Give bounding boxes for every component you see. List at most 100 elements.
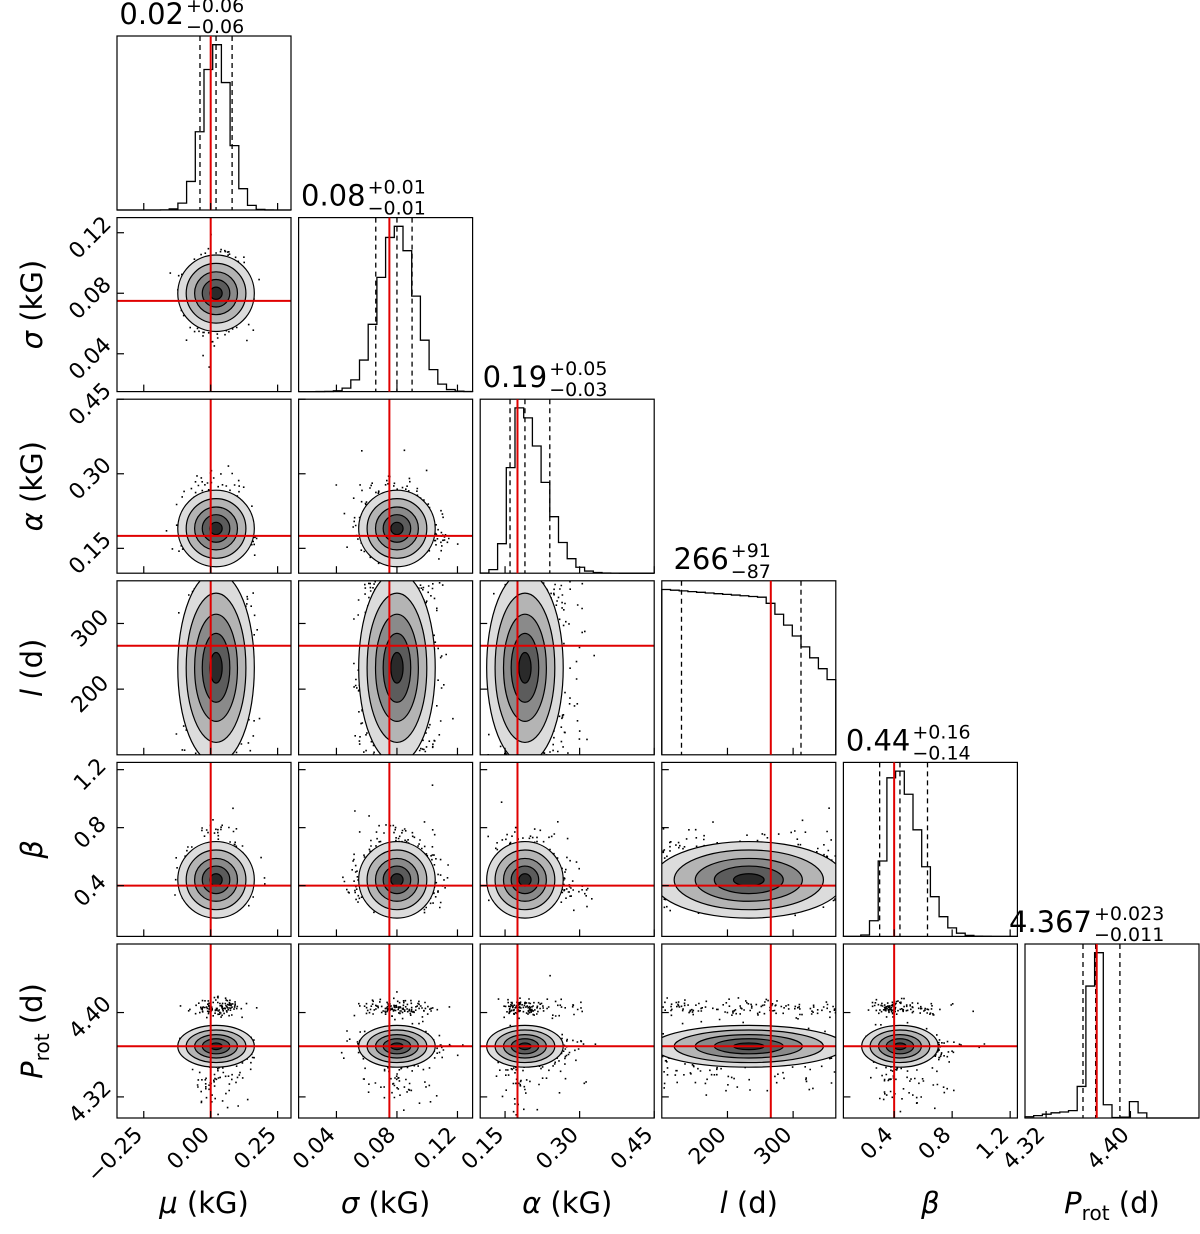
panel-frame xyxy=(661,761,837,938)
title-l: 266 xyxy=(673,542,728,576)
x-tick-label-prot: 4.32 xyxy=(998,1123,1050,1175)
panel-frame xyxy=(479,943,655,1119)
panel-frame xyxy=(116,35,292,211)
x-tick-label-alpha: 0.15 xyxy=(457,1123,509,1175)
y-axis-label-beta: β xyxy=(15,840,49,860)
panel-frame xyxy=(1024,943,1200,1119)
scatter-panel-alpha-l xyxy=(479,580,655,756)
panel-frame xyxy=(298,943,474,1119)
scatter-panel-sigma-beta xyxy=(298,761,474,938)
histogram-l xyxy=(661,588,837,755)
scatter-panel-mu-l xyxy=(116,580,292,756)
scatter-panel-l-beta xyxy=(661,761,837,938)
histogram-prot xyxy=(1024,952,1199,1119)
title-alpha: 0.19 xyxy=(483,360,548,394)
x-axis-label-sigma: σ (kG) xyxy=(341,1186,431,1220)
x-axis-label-beta: β xyxy=(920,1186,940,1220)
hist-panel-alpha: 0.19 +0.05−0.03 xyxy=(479,358,655,574)
contour-level-5 xyxy=(390,521,404,536)
contour-level-5 xyxy=(209,873,223,887)
scatter-panel-sigma-alpha xyxy=(298,398,474,574)
panel-frame xyxy=(116,217,292,393)
scatter-panel-alpha-prot xyxy=(479,943,655,1119)
title-plus-alpha: +0.05 xyxy=(549,358,607,380)
y-tick-label-beta: 0.4 xyxy=(69,870,111,912)
hist-panel-mu: 0.02 +0.06−0.06 xyxy=(116,0,292,211)
panel-frame xyxy=(116,398,292,574)
panel-frame xyxy=(842,761,1019,938)
panel-frame xyxy=(479,580,655,756)
panel-frame xyxy=(298,761,474,938)
contour-level-5 xyxy=(209,521,223,536)
title-minus-prot: −0.011 xyxy=(1094,924,1164,946)
x-axis-label-alpha: α (kG) xyxy=(522,1186,612,1220)
title-minus-beta: −0.14 xyxy=(912,742,970,764)
hist-panel-prot: 4.367 +0.023−0.011 xyxy=(1009,903,1200,1119)
contour-level-5 xyxy=(518,651,532,684)
y-tick-label-prot: 4.32 xyxy=(64,1076,116,1128)
x-axis-label-mu: μ (kG) xyxy=(158,1186,249,1220)
scatter-panel-mu-prot xyxy=(116,943,292,1119)
scatter-panel-sigma-prot xyxy=(298,943,474,1119)
scatter-panel-l-prot xyxy=(661,943,837,1119)
panel-frame xyxy=(116,943,292,1119)
y-tick-label-alpha: 0.30 xyxy=(64,453,116,505)
panel-frame xyxy=(298,398,474,574)
panel-frame xyxy=(661,943,837,1119)
x-tick-label-l: 300 xyxy=(750,1123,797,1170)
y-tick-label-l: 200 xyxy=(67,671,114,718)
panel-frame xyxy=(298,580,474,756)
title-sigma: 0.08 xyxy=(301,179,366,213)
scatter-panel-mu-alpha xyxy=(116,398,292,574)
y-axis-label-alpha: α (kG) xyxy=(15,441,49,531)
title-minus-sigma: −0.01 xyxy=(368,198,426,220)
title-plus-sigma: +0.01 xyxy=(368,177,426,199)
x-tick-label-sigma: 0.08 xyxy=(349,1123,401,1175)
scatter-panel-alpha-beta xyxy=(479,761,655,938)
x-tick-label-sigma: 0.04 xyxy=(288,1123,340,1175)
panel-frame xyxy=(116,580,292,756)
y-tick-label-sigma: 0.12 xyxy=(64,212,116,264)
scatter-panel-mu-sigma xyxy=(116,217,292,393)
y-tick-label-l: 300 xyxy=(67,605,114,652)
y-axis-label-l: l (d) xyxy=(15,639,49,697)
contour-level-5 xyxy=(390,873,404,887)
y-tick-label-alpha: 0.15 xyxy=(64,527,116,579)
contour-level-5 xyxy=(518,873,532,887)
title-plus-mu: +0.06 xyxy=(186,0,244,17)
contour-level-5 xyxy=(209,651,223,684)
contour-level-5 xyxy=(390,651,404,684)
title-minus-mu: −0.06 xyxy=(186,16,244,38)
x-tick-label-beta: 0.4 xyxy=(856,1123,898,1165)
x-tick-label-l: 200 xyxy=(684,1123,731,1170)
scatter-panel-mu-beta xyxy=(116,761,292,938)
x-tick-label-alpha: 0.45 xyxy=(606,1123,658,1175)
title-beta: 0.44 xyxy=(846,723,911,757)
title-prot: 4.367 xyxy=(1009,905,1092,939)
title-minus-alpha: −0.03 xyxy=(549,379,607,401)
hist-panel-sigma: 0.08 +0.01−0.01 xyxy=(298,177,474,393)
panel-frame xyxy=(298,217,474,393)
histogram-alpha xyxy=(479,407,655,574)
title-plus-l: +91 xyxy=(731,540,771,562)
contour-level-5 xyxy=(209,286,223,300)
x-tick-label-mu: −0.25 xyxy=(83,1123,148,1188)
x-tick-label-mu: 0.25 xyxy=(230,1123,282,1175)
panel-frame xyxy=(116,761,292,938)
y-tick-label-alpha: 0.45 xyxy=(64,378,116,430)
y-tick-label-prot: 4.40 xyxy=(64,992,116,1044)
x-tick-label-beta: 0.8 xyxy=(914,1123,956,1165)
histogram-sigma xyxy=(298,225,474,393)
hist-panel-beta: 0.44 +0.16−0.14 xyxy=(842,721,1019,938)
y-axis-label-sigma: σ (kG) xyxy=(15,260,49,350)
x-tick-label-sigma: 0.12 xyxy=(409,1123,461,1175)
y-tick-label-beta: 1.2 xyxy=(69,754,111,796)
x-tick-label-prot: 4.40 xyxy=(1082,1123,1134,1175)
panel-frame xyxy=(842,943,1019,1119)
x-axis-label-prot: Prot (d) xyxy=(1064,1186,1160,1225)
panel-frame xyxy=(661,580,837,756)
y-axis-label-prot: Prot (d) xyxy=(15,983,54,1079)
scatter-panel-sigma-l xyxy=(298,580,474,756)
panel-frame xyxy=(479,761,655,938)
